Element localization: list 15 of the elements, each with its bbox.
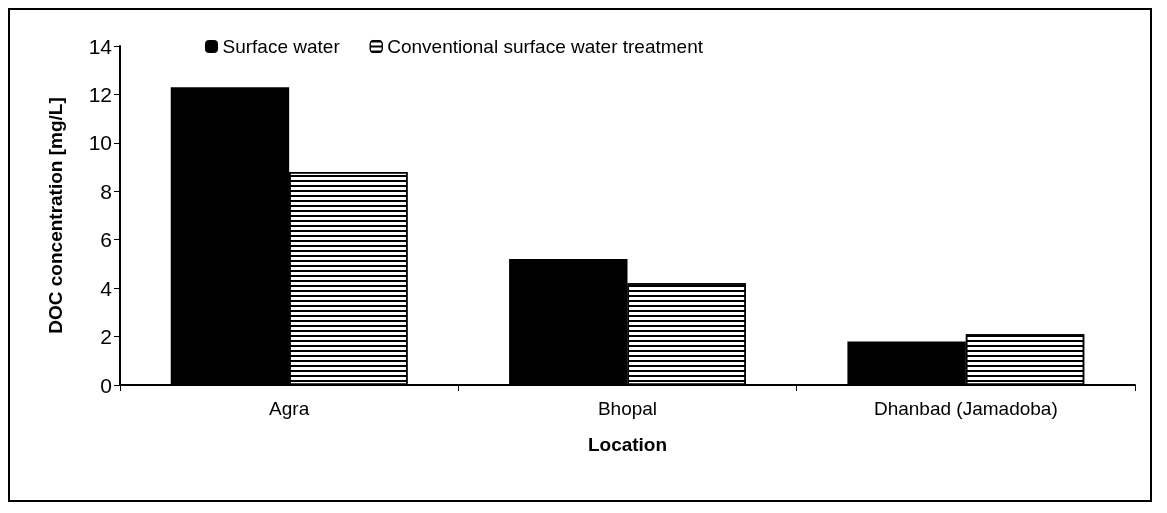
legend-label: Conventional surface water treatment (387, 36, 704, 57)
y-tick-label: 8 (100, 179, 112, 203)
y-tick-label: 2 (100, 325, 112, 349)
x-axis-title: Location (587, 434, 668, 455)
y-tick-label: 10 (88, 131, 112, 155)
y-axis-title: DOC concentration [mg/L] (45, 97, 66, 334)
y-tick-label: 12 (88, 82, 112, 106)
x-tick-label: Agra (269, 398, 310, 419)
y-tick-label: 4 (100, 276, 113, 300)
x-tick-label: Dhanbad (Jamadoba) (873, 398, 1058, 419)
legend-label: Surface water (222, 36, 341, 57)
y-tick-label: 14 (88, 34, 113, 58)
x-tick-label: Bhopal (597, 398, 658, 419)
y-tick-label: 0 (100, 373, 112, 397)
y-tick-label: 6 (100, 228, 112, 252)
